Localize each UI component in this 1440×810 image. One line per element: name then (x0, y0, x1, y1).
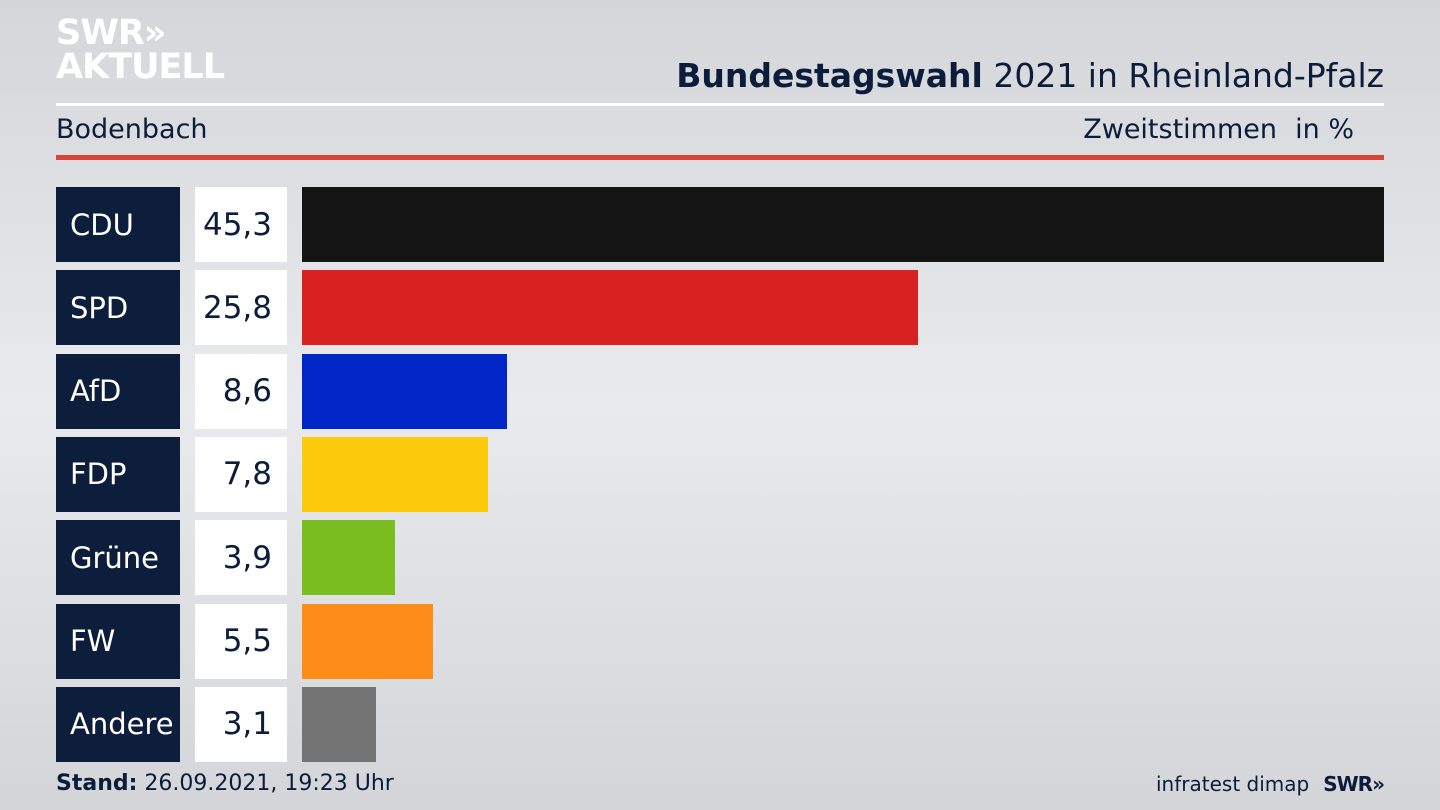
party-label: AfD (56, 353, 180, 429)
chart-row: Andere 3,1 (56, 686, 1384, 762)
header-divider (56, 103, 1384, 106)
logo-line-1: SWR» (56, 13, 166, 53)
bar (302, 520, 396, 596)
chart-row: AfD 8,6 (56, 353, 1384, 429)
chart-row: SPD 25,8 (56, 270, 1384, 346)
party-label: FW (56, 603, 180, 679)
swr-brand-logo: SWR» (1323, 772, 1385, 796)
source-label: infratest dimap (1156, 772, 1310, 796)
value-label: 25,8 (195, 270, 287, 346)
swr-aktuell-logo: SWR» AKTUELL (56, 13, 225, 87)
source-credit: infratest dimap SWR» (1156, 772, 1385, 796)
value-label: 8,6 (195, 353, 287, 429)
chart-row: Grüne 3,9 (56, 520, 1384, 596)
timestamp: Stand: 26.09.2021, 19:23 Uhr (56, 771, 394, 796)
chart-row: CDU 45,3 (56, 187, 1384, 262)
chart-row: FW 5,5 (56, 603, 1384, 679)
vote-type-label: Zweitstimmen (1083, 114, 1277, 145)
bar (302, 436, 489, 512)
stand-value: 26.09.2021, 19:23 Uhr (137, 771, 394, 796)
bar (302, 187, 1384, 262)
value-label: 5,5 (195, 603, 287, 679)
red-divider (56, 155, 1384, 160)
party-label: FDP (56, 436, 180, 512)
logo-line-2: AKTUELL (56, 47, 225, 87)
stand-label: Stand: (56, 771, 138, 796)
value-label: 3,9 (195, 520, 287, 596)
value-label: 45,3 (195, 187, 287, 262)
bar (302, 603, 434, 679)
value-label: 7,8 (195, 436, 287, 512)
party-label: Andere (56, 686, 180, 762)
region-name: Bodenbach (56, 114, 208, 145)
chart-row: FDP 7,8 (56, 436, 1384, 512)
chart-title: Bundestagswahl 2021 in Rheinland-Pfalz (676, 56, 1384, 95)
bar (302, 353, 508, 429)
party-label: Grüne (56, 520, 180, 596)
party-label: SPD (56, 270, 180, 346)
title-rest: 2021 in Rheinland-Pfalz (982, 56, 1384, 95)
unit-label: in % (1295, 114, 1354, 145)
party-label: CDU (56, 187, 180, 262)
value-label: 3,1 (195, 686, 287, 762)
bar (302, 686, 377, 762)
bar (302, 270, 919, 346)
title-bold: Bundestagswahl (676, 56, 983, 95)
